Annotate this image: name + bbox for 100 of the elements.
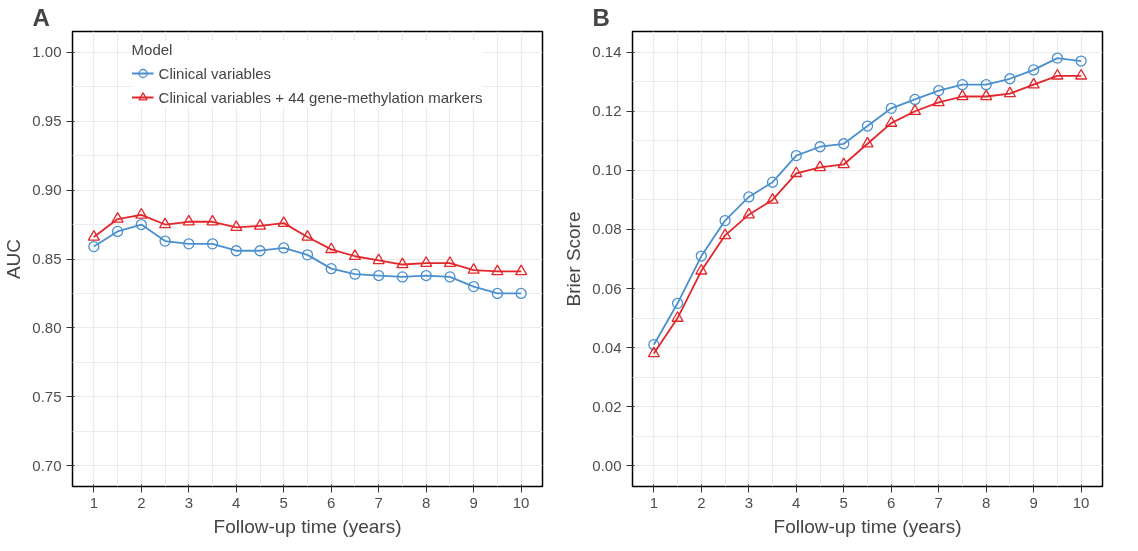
y-tick-label: 0.04 xyxy=(592,338,622,356)
point xyxy=(491,264,504,276)
point xyxy=(718,228,732,240)
y-tick-label: 0.70 xyxy=(32,456,62,474)
point xyxy=(1003,86,1017,98)
x-tick-label: 3 xyxy=(744,493,753,511)
point xyxy=(1027,77,1040,89)
point xyxy=(515,287,527,300)
point xyxy=(671,297,684,309)
point xyxy=(135,218,147,231)
x-tick-label: 2 xyxy=(137,493,146,511)
point xyxy=(814,141,826,153)
point xyxy=(514,264,528,276)
x-tick-label: 3 xyxy=(184,493,193,511)
point xyxy=(135,207,148,219)
point xyxy=(443,256,457,267)
point xyxy=(277,216,290,227)
y-tick-label: 0.10 xyxy=(592,161,622,179)
y-tick-label: 0.80 xyxy=(32,318,62,336)
point xyxy=(743,191,755,203)
x-tick-label: 9 xyxy=(1029,493,1038,511)
x-axis-title: Follow-up time (years) xyxy=(213,515,402,537)
point xyxy=(742,207,755,219)
y-axis-title: AUC xyxy=(3,238,25,280)
point xyxy=(861,120,874,132)
point xyxy=(325,242,338,254)
y-tick-label: 0.08 xyxy=(592,220,622,238)
point xyxy=(253,218,267,230)
point xyxy=(695,250,707,262)
y-tick-label: 1.00 xyxy=(32,43,62,61)
point xyxy=(158,217,172,229)
y-tick-label: 0.06 xyxy=(592,279,622,297)
point xyxy=(719,214,731,227)
point xyxy=(766,192,779,204)
point xyxy=(206,214,219,226)
point xyxy=(790,166,803,178)
point xyxy=(1004,73,1016,85)
point xyxy=(648,339,660,351)
point xyxy=(647,346,661,358)
point xyxy=(909,93,921,106)
point xyxy=(790,149,802,162)
point xyxy=(695,263,708,275)
x-tick-label: 2 xyxy=(697,493,706,511)
point xyxy=(908,104,922,116)
point xyxy=(813,160,827,172)
point xyxy=(468,280,480,293)
point xyxy=(1075,55,1087,67)
x-tick-label: 1 xyxy=(89,493,99,511)
point xyxy=(254,245,266,257)
point xyxy=(861,136,874,148)
point xyxy=(837,157,850,169)
point xyxy=(980,79,992,91)
x-tick-label: 5 xyxy=(279,493,288,511)
point xyxy=(1051,68,1064,80)
y-tick-label: 0.85 xyxy=(32,250,62,267)
point xyxy=(301,249,314,261)
x-tick-label: 8 xyxy=(982,493,991,511)
point xyxy=(956,89,969,101)
point xyxy=(1051,52,1064,64)
point xyxy=(444,271,456,283)
x-axis-title: Follow-up time (years) xyxy=(773,515,962,537)
point xyxy=(349,268,361,280)
point xyxy=(88,240,100,253)
point xyxy=(230,220,243,232)
point xyxy=(1028,64,1040,76)
point xyxy=(159,235,171,247)
legend-label: Clinical variables xyxy=(158,64,272,82)
point xyxy=(766,176,779,188)
point xyxy=(111,212,124,223)
y-tick-label: 0.12 xyxy=(592,102,622,120)
x-tick-label: 9 xyxy=(469,493,478,511)
point xyxy=(420,256,433,267)
text: A xyxy=(32,3,50,31)
legend-title: Model xyxy=(131,41,174,58)
x-tick-label: 4 xyxy=(792,493,801,511)
point xyxy=(885,102,897,114)
x-tick-label: 1 xyxy=(649,493,659,511)
point xyxy=(396,257,409,269)
point xyxy=(956,79,969,91)
point xyxy=(838,138,850,150)
point xyxy=(491,287,504,300)
point xyxy=(420,269,432,282)
y-tick-label: 0.14 xyxy=(592,43,622,61)
y-tick-label: 0.02 xyxy=(592,397,622,415)
point xyxy=(933,84,945,97)
x-tick-label: 6 xyxy=(327,493,336,511)
point xyxy=(183,238,195,250)
point xyxy=(1074,68,1088,80)
point xyxy=(348,249,362,261)
text: B xyxy=(592,3,610,31)
point xyxy=(885,116,898,127)
point xyxy=(206,238,219,250)
point xyxy=(87,229,101,241)
x-tick-label: 7 xyxy=(934,493,943,511)
point xyxy=(111,225,124,238)
point xyxy=(467,263,480,274)
x-tick-label: 4 xyxy=(232,493,241,511)
x-tick-label: 5 xyxy=(839,493,848,511)
x-tick-label: 6 xyxy=(887,493,896,511)
point xyxy=(372,253,385,265)
